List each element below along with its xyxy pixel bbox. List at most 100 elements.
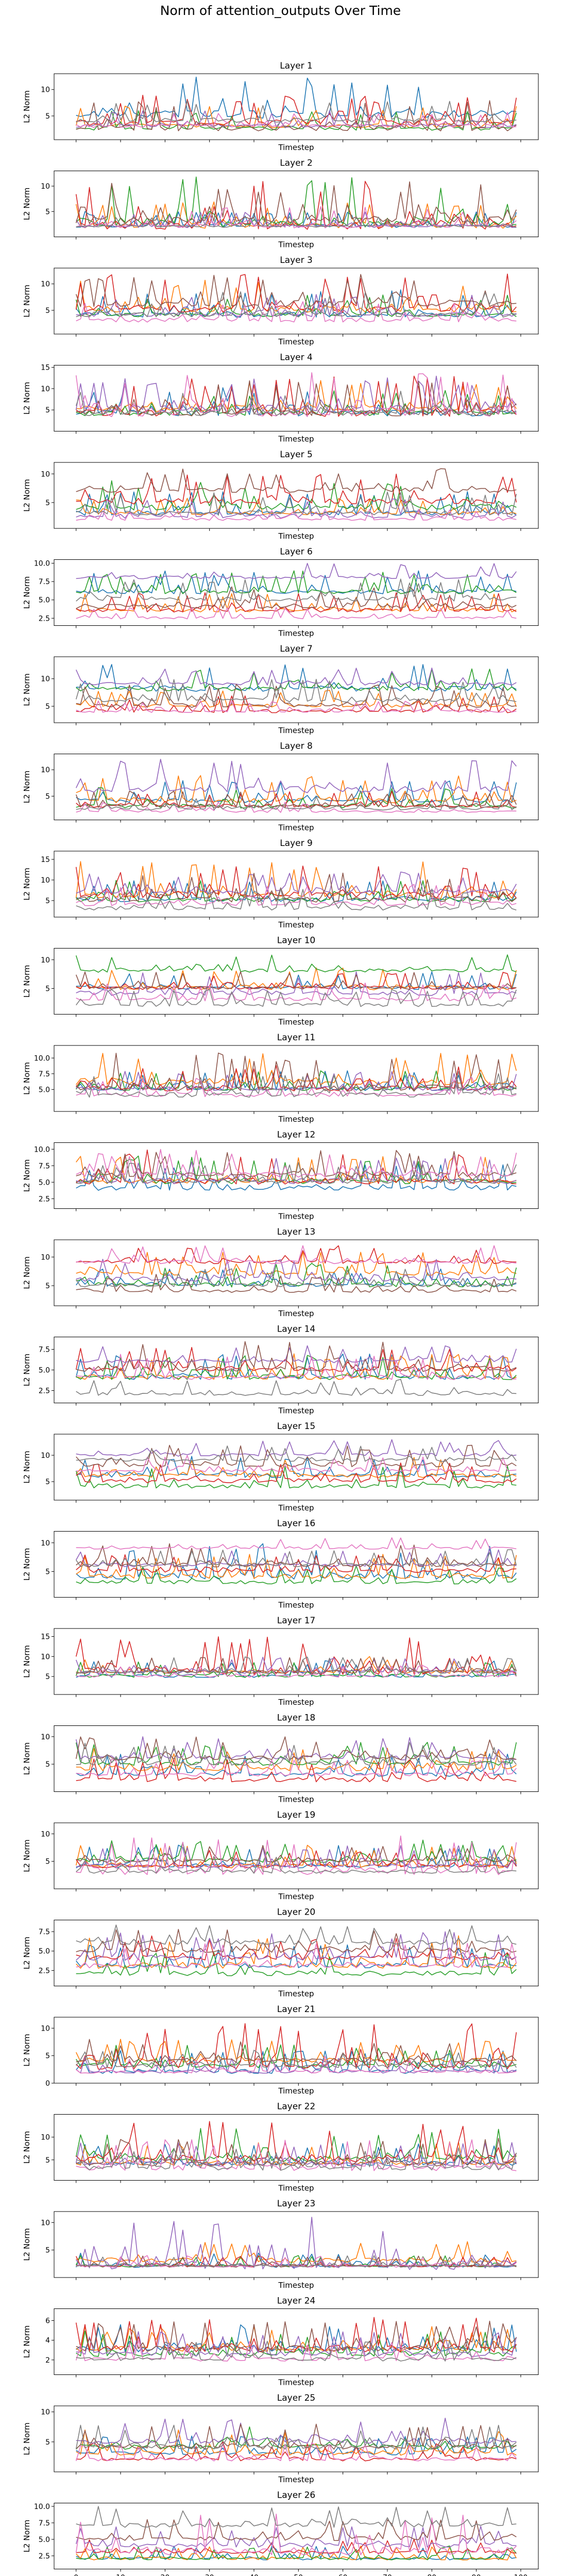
y-axis-label: L2 Norm — [22, 1451, 31, 1484]
y-tick-label: 2.5 — [39, 1387, 50, 1395]
series-line — [76, 2255, 517, 2268]
layer-panel — [52, 2017, 539, 2086]
series-line — [75, 668, 517, 686]
y-axis-label: L2 Norm — [22, 382, 31, 415]
series-line — [76, 1537, 517, 1550]
y-tick-label: 2.5 — [39, 2552, 50, 2561]
layer-panel — [52, 851, 539, 920]
series-line — [75, 1353, 517, 1380]
y-axis-label: L2 Norm — [22, 188, 31, 221]
series-line — [76, 216, 517, 228]
series-line — [76, 871, 517, 894]
panel-title: Layer 13 — [277, 1227, 315, 1237]
series-line — [76, 1942, 517, 1969]
panel-title: Layer 15 — [277, 1421, 315, 1432]
layer-panel — [52, 754, 539, 823]
series-line — [76, 1262, 517, 1288]
series-line — [76, 2423, 517, 2450]
series-line — [76, 872, 517, 903]
series-line — [76, 1748, 517, 1772]
panel-title: Layer 1 — [280, 61, 313, 71]
panel-title: Layer 9 — [280, 838, 313, 849]
series-line — [76, 1345, 517, 1364]
axes-frame — [54, 2503, 539, 2569]
axes-frame — [54, 1725, 539, 1792]
series-line — [75, 678, 517, 703]
series-line — [76, 211, 517, 228]
series-line — [76, 1052, 517, 1092]
series-line — [76, 1656, 517, 1674]
y-tick-label: 15 — [41, 1633, 50, 1641]
figure-suptitle: Norm of attention_outputs Over Time — [160, 3, 401, 18]
y-tick-label: 7.5 — [39, 1346, 50, 1354]
series-line — [76, 1549, 517, 1567]
panel-title: Layer 16 — [277, 1519, 315, 1529]
series-line — [76, 1565, 517, 1585]
y-tick-label: 5.0 — [39, 1948, 50, 1956]
series-line — [76, 1835, 517, 1875]
series-line — [75, 274, 517, 308]
series-line — [76, 300, 517, 323]
series-line — [76, 2506, 517, 2528]
y-axis-label: L2 Norm — [22, 285, 31, 318]
y-tick-label: 5 — [45, 1568, 50, 1576]
layer-panel — [52, 1725, 539, 1794]
y-tick-label: 4 — [45, 2337, 50, 2345]
series-line — [76, 570, 517, 594]
series-line — [76, 1439, 517, 1457]
series-line — [76, 491, 517, 516]
x-tick-label: 30 — [205, 2574, 214, 2576]
y-tick-label: 5 — [45, 499, 50, 507]
layer-panel — [52, 462, 539, 531]
series-line — [76, 291, 517, 318]
y-tick-label: 5.0 — [39, 1367, 50, 1375]
x-axis-label: Timestep — [278, 143, 314, 152]
series-line — [76, 2217, 517, 2270]
panel-title: Layer 8 — [280, 741, 313, 752]
layer-panel — [52, 559, 539, 628]
series-line — [76, 2519, 517, 2541]
series-line — [76, 2324, 517, 2352]
y-tick-label: 10 — [41, 2134, 50, 2142]
series-line — [76, 664, 517, 692]
y-tick-label: 5 — [45, 112, 50, 121]
layer-panel — [52, 2211, 539, 2280]
y-tick-label: 10 — [41, 956, 50, 965]
series-line — [76, 1444, 517, 1468]
series-line — [75, 181, 517, 224]
y-tick-label: 10.0 — [34, 1145, 50, 1154]
x-tick-label: 70 — [383, 2574, 392, 2576]
series-line — [76, 2417, 517, 2444]
panel-title: Layer 12 — [277, 1130, 315, 1140]
series-line — [76, 2044, 517, 2069]
series-line — [76, 1077, 517, 1098]
y-axis-label: L2 Norm — [22, 1937, 31, 1970]
series-line — [76, 983, 517, 1002]
series-line — [76, 1952, 517, 1976]
series-line — [76, 2241, 517, 2263]
series-line — [76, 2147, 517, 2171]
series-line — [76, 796, 517, 811]
y-axis-label: L2 Norm — [22, 1839, 31, 1872]
y-tick-label: 10 — [41, 675, 50, 684]
y-tick-label: 5.0 — [39, 1178, 50, 1187]
series-line — [76, 1149, 517, 1178]
panel-title: Layer 6 — [280, 547, 313, 557]
series-line — [76, 1758, 517, 1777]
y-tick-label: 10 — [41, 1539, 50, 1548]
series-line — [76, 2121, 517, 2163]
axes-frame — [54, 754, 539, 820]
y-tick-label: 5.0 — [39, 596, 50, 605]
y-axis-label: L2 Norm — [22, 1645, 31, 1678]
y-axis-label: L2 Norm — [22, 1159, 31, 1192]
y-axis-label: L2 Norm — [22, 965, 31, 998]
panel-title: Layer 23 — [277, 2199, 315, 2209]
layer-panel — [52, 2114, 539, 2183]
y-tick-label: 7.5 — [39, 578, 50, 586]
y-axis-label: L2 Norm — [22, 2228, 31, 2261]
series-line — [76, 2546, 517, 2561]
series-line — [75, 372, 517, 418]
y-tick-label: 5 — [45, 792, 50, 801]
axes-frame — [54, 2211, 539, 2278]
axes-frame — [54, 73, 539, 140]
